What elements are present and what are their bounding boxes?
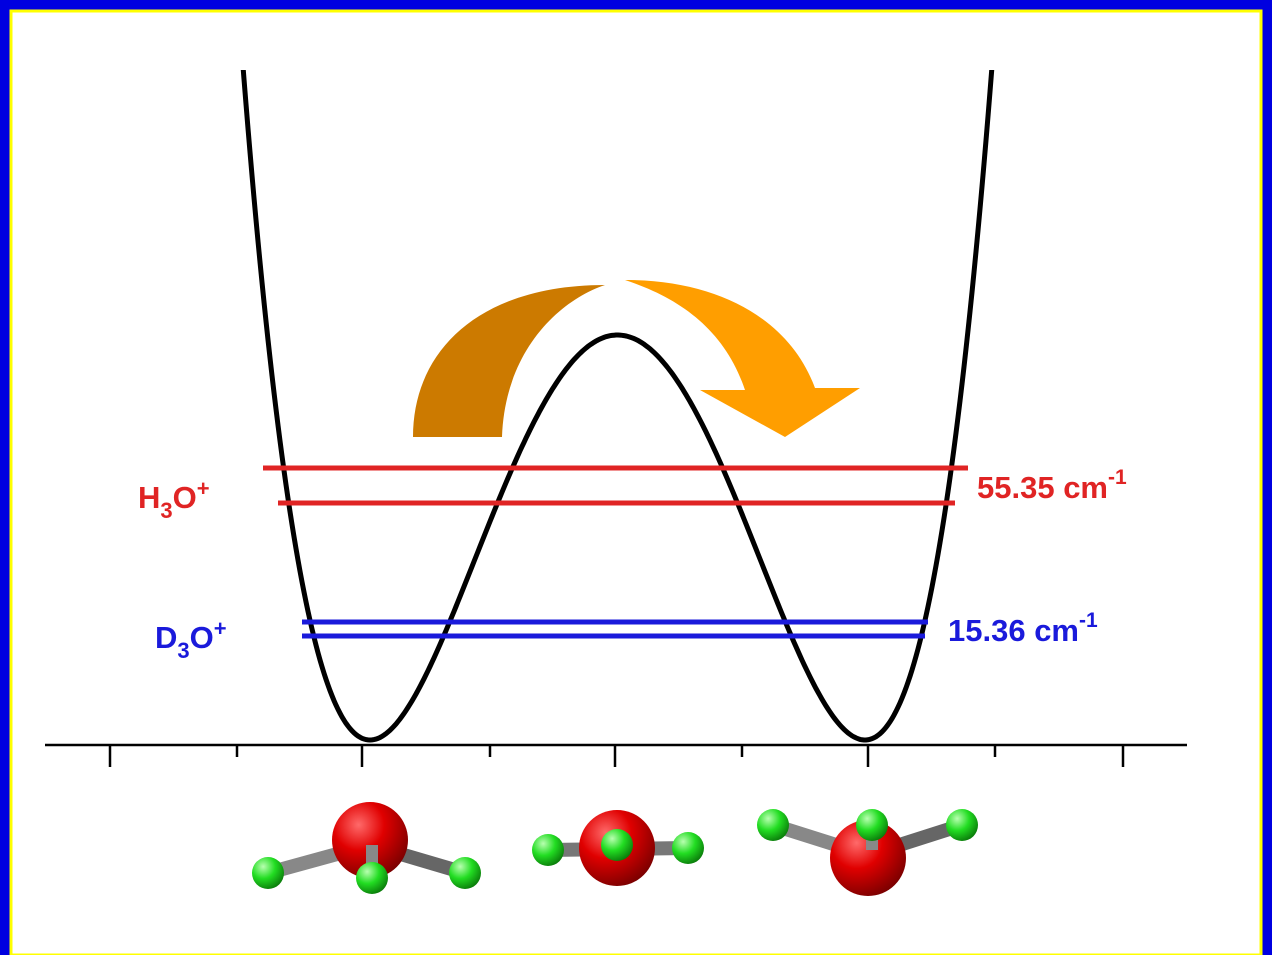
splitting-label: 55.35 cm-1	[977, 466, 1127, 505]
diagram: H3O+ 55.35 cm-1 D3O+ 15.36 cm-1	[0, 0, 1272, 955]
splitting-label: 15.36 cm-1	[948, 609, 1098, 648]
